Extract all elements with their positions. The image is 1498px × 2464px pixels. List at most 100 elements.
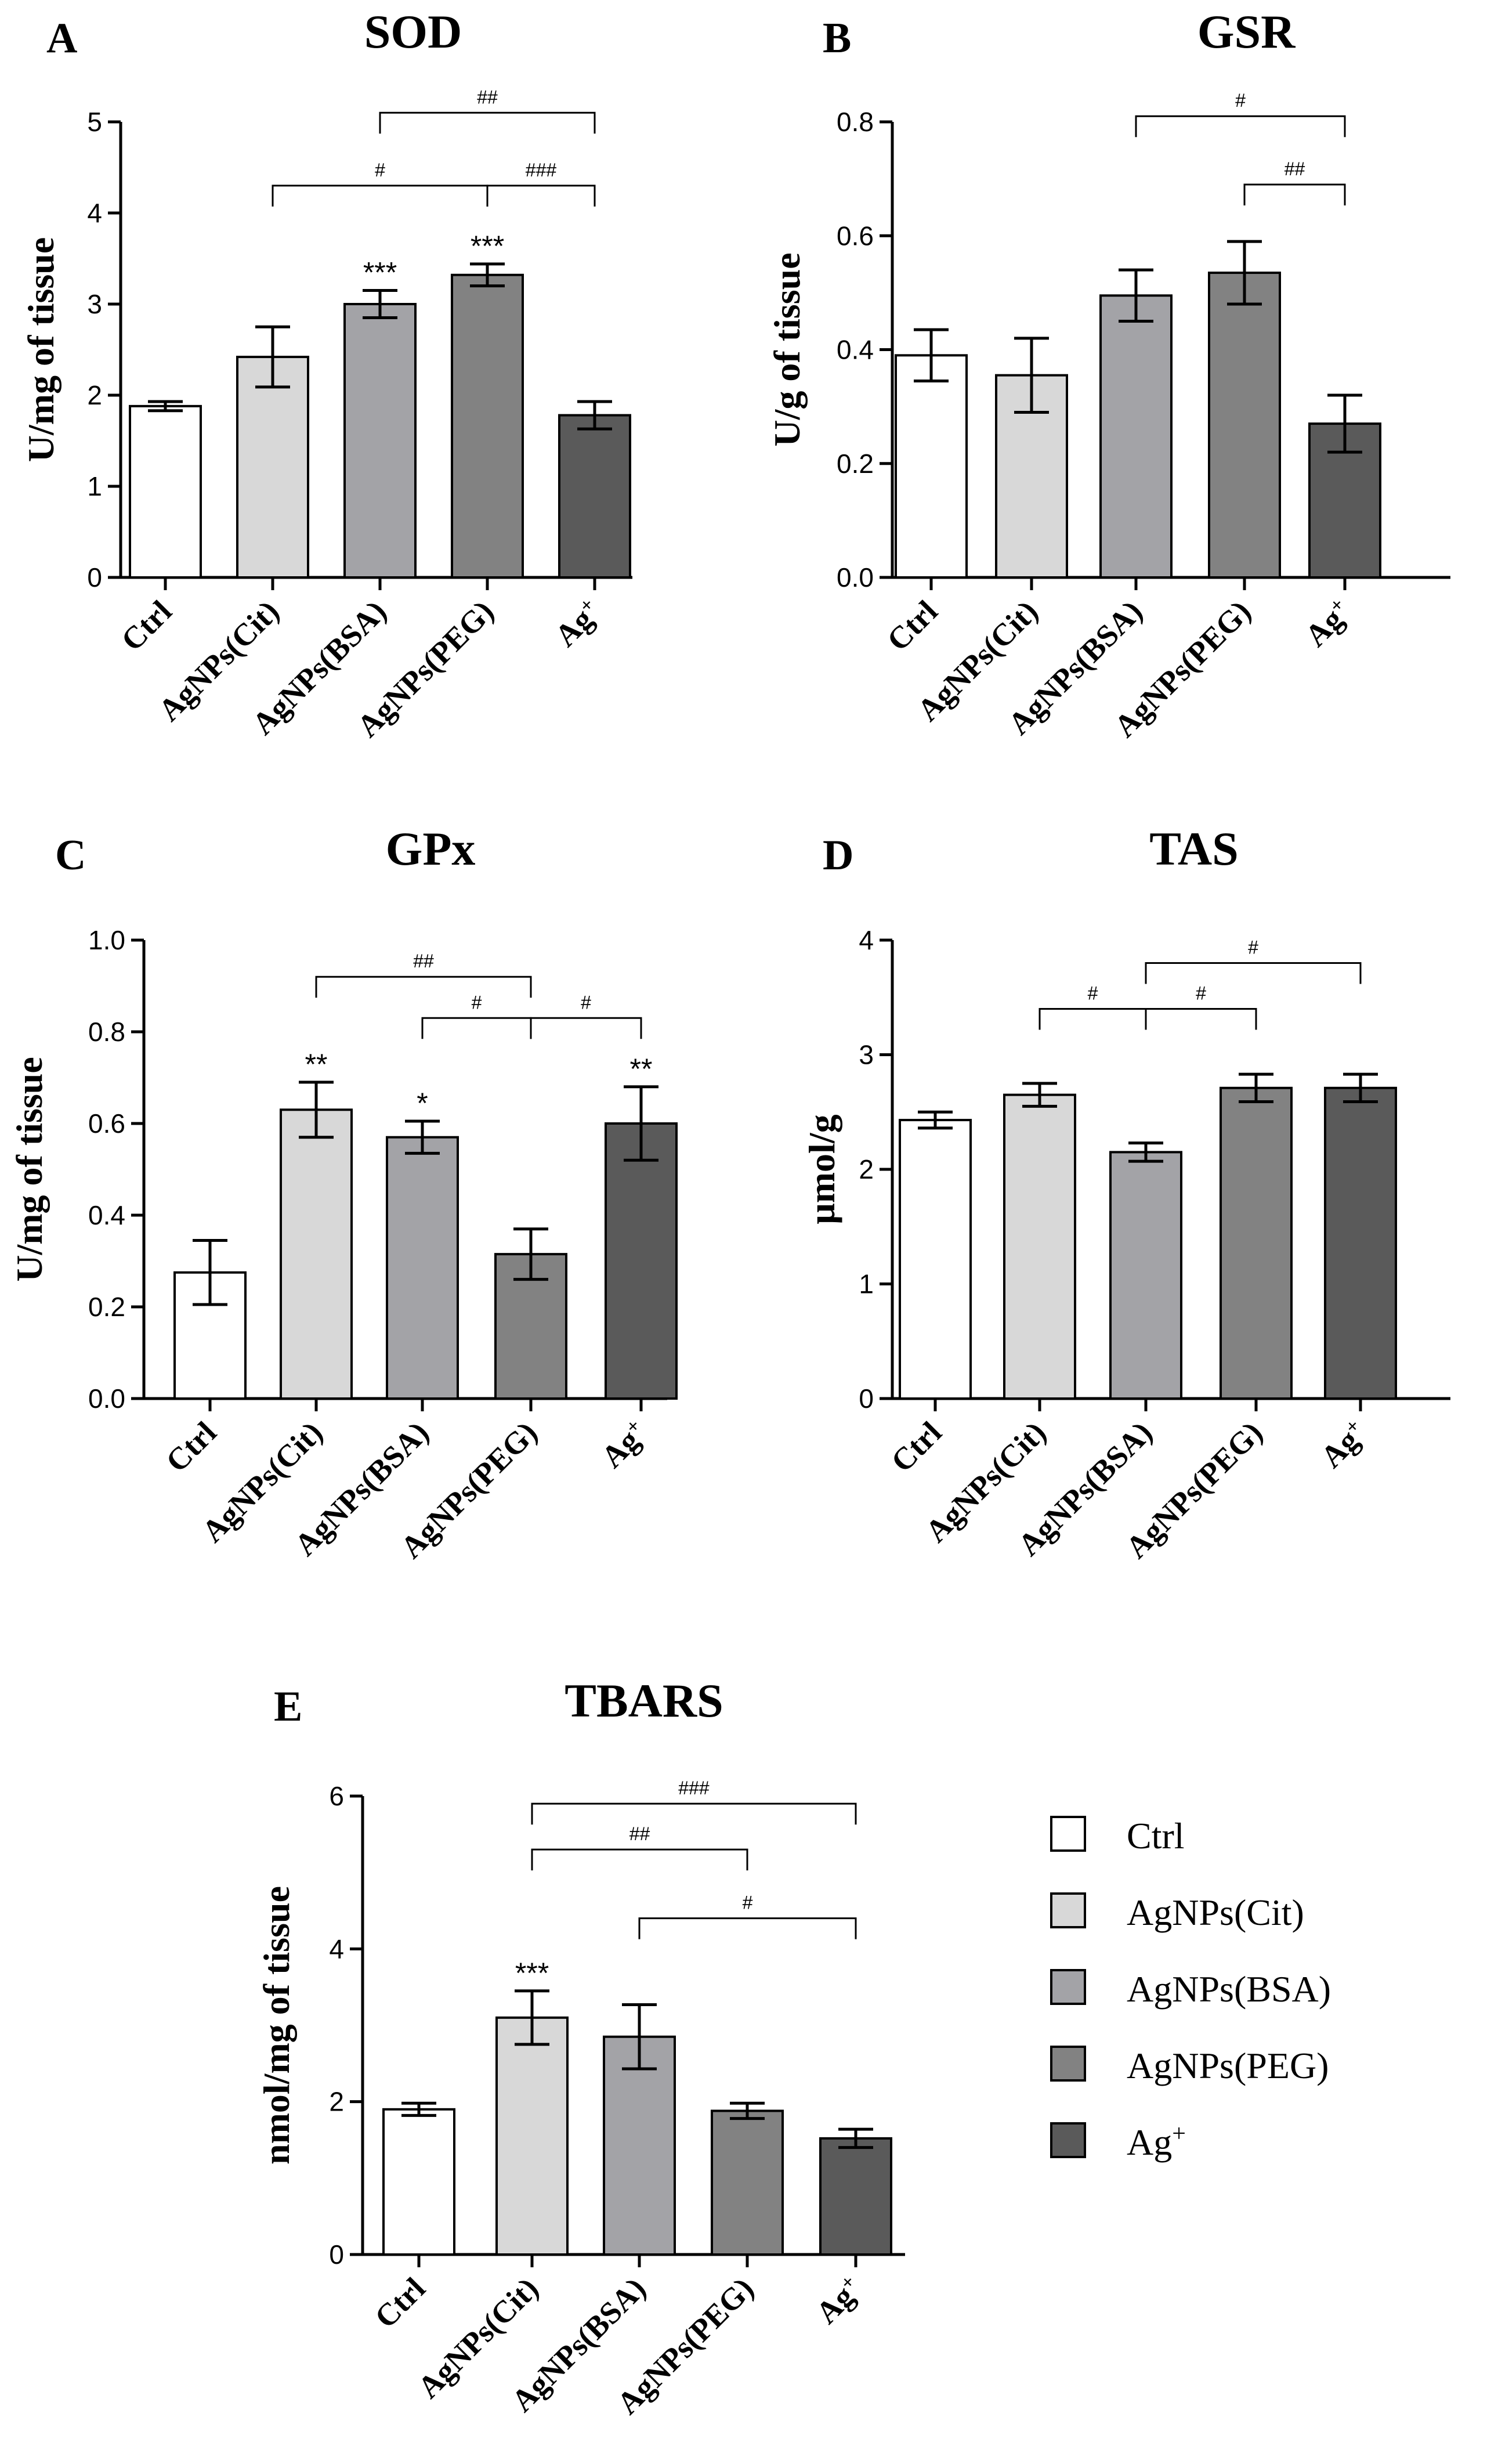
comparison-bracket <box>379 111 596 134</box>
legend-label: Ctrl <box>1127 1815 1185 1856</box>
y-tick-label: 0 <box>859 1383 874 1414</box>
y-tick-label: 1 <box>87 471 102 501</box>
significance-label: ** <box>305 1048 328 1081</box>
y-tick-label: 4 <box>87 198 102 228</box>
bar-1 <box>382 2108 455 2256</box>
x-tick-label: Ctrl <box>880 594 944 657</box>
comparison-bracket <box>486 185 596 207</box>
y-tick-label: 4 <box>859 925 874 955</box>
comparison-bracket <box>531 1802 857 1825</box>
y-tick-label: 6 <box>329 1781 344 1811</box>
legend-swatch <box>1050 1816 1086 1852</box>
chart-title: TAS <box>1149 822 1238 875</box>
comparison-bracket <box>315 976 532 998</box>
bracket-label: ## <box>1284 158 1305 179</box>
y-axis-label: U/mg of tissue <box>9 1057 50 1282</box>
bar-1 <box>899 1119 972 1400</box>
y-tick-label: 2 <box>329 2087 344 2117</box>
significance-label: *** <box>471 230 504 262</box>
bracket-label: # <box>1196 983 1206 1004</box>
y-axis-label: nmol/mg of tissue <box>256 1886 297 2165</box>
x-tick-label: Ctrl <box>159 1415 223 1479</box>
error-bar <box>1014 337 1049 414</box>
bar-5 <box>558 414 631 579</box>
error-bar <box>838 2127 873 2149</box>
bar-2 <box>495 2016 569 2256</box>
error-bar <box>622 2003 657 2071</box>
chart-panel-d: D TASμmol/g01234CtrlAgNPs(Cit)AgNPs(BSA)A… <box>801 822 1450 1565</box>
bracket-label: ## <box>477 86 498 107</box>
y-tick-label: 0.6 <box>837 221 874 251</box>
error-bar <box>148 400 183 413</box>
bracket-label: # <box>1088 983 1098 1004</box>
x-tick-label: Ag+ <box>1314 1415 1374 1475</box>
bar-3 <box>386 1136 459 1400</box>
error-bar <box>515 1989 549 2046</box>
y-tick-label: 0.8 <box>837 107 874 137</box>
comparison-bracket <box>1243 183 1346 205</box>
error-bar <box>513 1227 548 1281</box>
y-tick-label: 1.0 <box>88 925 125 955</box>
x-tick-label: Ag+ <box>809 2271 869 2331</box>
panel-letter: C <box>55 832 86 879</box>
error-bar <box>299 1081 334 1139</box>
bar-2 <box>236 356 309 579</box>
bar-5 <box>1324 1086 1397 1400</box>
bar-3 <box>343 303 417 579</box>
comparison-bracket <box>1145 962 1362 984</box>
error-bar <box>1227 240 1262 306</box>
y-tick-label: 0.8 <box>88 1017 125 1047</box>
bar-3 <box>1099 294 1173 579</box>
legend-swatch <box>1050 1892 1086 1928</box>
x-tick-label: Ctrl <box>368 2271 432 2335</box>
x-tick-label: Ag+ <box>595 1415 654 1475</box>
y-tick-label: 5 <box>87 107 102 137</box>
comparison-bracket <box>421 1017 532 1039</box>
error-bar <box>1128 1141 1163 1163</box>
bar-5 <box>605 1122 678 1400</box>
bar-4 <box>711 2109 784 2256</box>
error-bar <box>730 2101 765 2120</box>
y-axis-label: U/g of tissue <box>766 252 808 446</box>
error-bar <box>1119 268 1153 323</box>
bar-1 <box>895 354 968 579</box>
comparison-bracket <box>272 185 489 207</box>
bar-5 <box>819 2137 892 2256</box>
chart-title: TBARS <box>565 1674 723 1727</box>
panel-letter: E <box>274 1683 302 1730</box>
error-bar <box>624 1085 658 1162</box>
bar-4 <box>1208 272 1281 579</box>
comparison-bracket <box>1039 1008 1147 1030</box>
x-tick-label: Ctrl <box>114 594 178 657</box>
comparison-bracket <box>1135 115 1346 138</box>
bracket-label: ## <box>629 1823 650 1844</box>
error-bar <box>1327 393 1362 454</box>
error-bar <box>401 2101 436 2117</box>
significance-label: *** <box>515 1957 549 1989</box>
error-bar <box>405 1119 440 1155</box>
legend-label: Ag+ <box>1127 2120 1186 2163</box>
y-tick-label: 1 <box>859 1269 874 1299</box>
bracket-label: ## <box>413 951 434 971</box>
y-tick-label: 0.4 <box>837 335 874 365</box>
panel-letter: D <box>823 832 853 879</box>
significance-label: ** <box>630 1053 653 1085</box>
legend-swatch <box>1050 2122 1086 2158</box>
bracket-label: # <box>375 160 385 180</box>
y-tick-label: 3 <box>87 289 102 319</box>
bar-4 <box>1220 1086 1293 1400</box>
comparison-bracket <box>531 1848 748 1871</box>
chart-title: GPx <box>386 822 476 875</box>
bracket-label: # <box>743 1892 753 1913</box>
y-tick-label: 3 <box>859 1040 874 1070</box>
legend-swatch <box>1050 2046 1086 2082</box>
error-bar <box>577 400 612 431</box>
legend-label: AgNPs(BSA) <box>1127 1968 1331 2010</box>
legend-label: AgNPs(PEG) <box>1127 2045 1329 2086</box>
error-bar <box>1022 1082 1057 1108</box>
error-bar <box>918 1110 953 1130</box>
error-bar <box>914 328 949 382</box>
